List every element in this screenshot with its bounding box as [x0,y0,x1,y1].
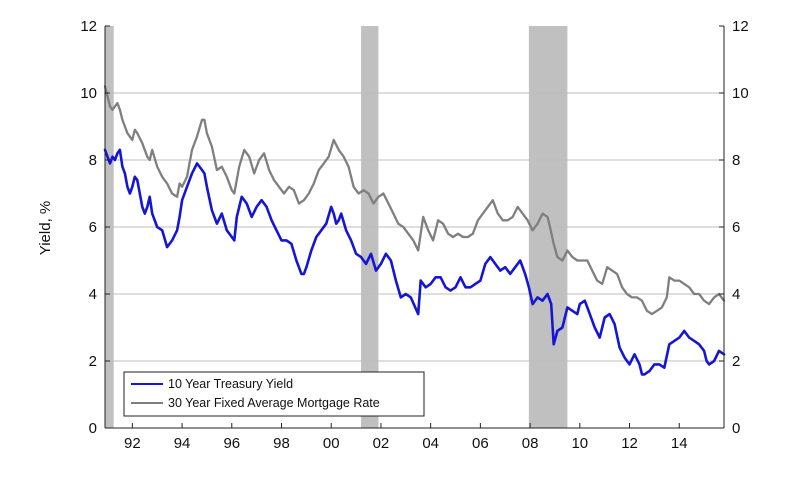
x-tick-label: 02 [373,435,390,452]
legend-label-treasury: 10 Year Treasury Yield [168,377,293,391]
x-tick-label: 06 [472,435,489,452]
x-tick-label: 08 [522,435,539,452]
y-tick-label-right: 12 [732,18,749,35]
y-tick-label-right: 8 [732,152,740,169]
y-tick-label-left: 6 [89,219,97,236]
y-tick-label-right: 6 [732,219,740,236]
y-tick-label-right: 0 [732,420,740,437]
y-tick-label-left: 2 [89,353,97,370]
y-tick-label-left: 10 [80,85,97,102]
y-tick-label-left: 4 [89,286,97,303]
legend-label-mortgage: 30 Year Fixed Average Mortgage Rate [168,396,380,410]
y-tick-label-right: 2 [732,353,740,370]
x-tick-label: 92 [124,435,141,452]
x-tick-label: 12 [621,435,638,452]
legend-box [123,371,425,417]
y-tick-label-left: 0 [89,420,97,437]
x-tick-label: 98 [273,435,290,452]
x-tick-label: 00 [323,435,340,452]
x-tick-label: 96 [223,435,240,452]
series-line-mortgage [103,85,726,316]
legend: 10 Year Treasury Yield 30 Year Fixed Ave… [123,371,425,417]
x-tick-label: 94 [174,435,191,452]
gridlines [105,92,724,362]
x-tick-label: 04 [422,435,439,452]
series-lines [103,85,726,376]
y-tick-label-right: 10 [732,85,749,102]
y-tick-label-left: 12 [80,18,97,35]
x-tick-label: 10 [571,435,588,452]
x-tick-label: 14 [671,435,688,452]
y-tick-label-right: 4 [732,286,740,303]
y-axis-title: Yield, % [37,201,54,255]
series-line-treasury [103,148,726,376]
y-tick-label-left: 8 [89,152,97,169]
